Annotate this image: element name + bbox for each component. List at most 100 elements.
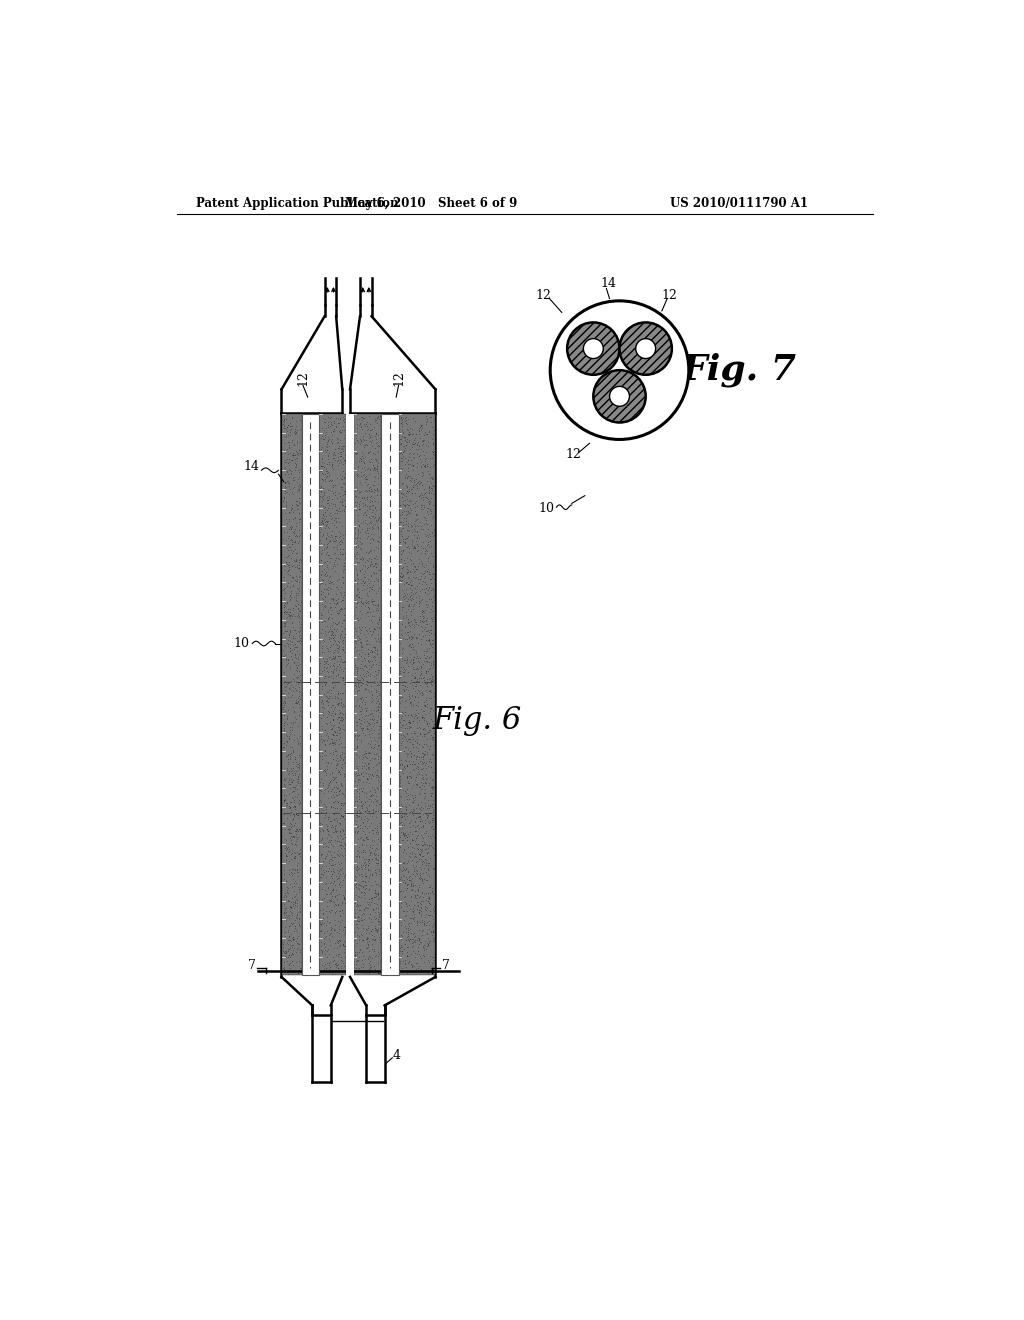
- Point: [369, 449, 385, 470]
- Point: [395, 515, 412, 536]
- Point: [368, 767, 384, 788]
- Point: [288, 524, 304, 545]
- Point: [411, 471, 427, 492]
- Point: [335, 828, 351, 849]
- Point: [358, 656, 375, 677]
- Point: [366, 886, 382, 907]
- Point: [286, 944, 302, 965]
- Point: [393, 570, 410, 591]
- Point: [325, 731, 341, 752]
- Point: [293, 591, 309, 612]
- Point: [334, 639, 350, 660]
- Point: [394, 413, 411, 434]
- Point: [329, 614, 345, 635]
- Point: [287, 525, 303, 546]
- Point: [422, 900, 438, 921]
- Point: [407, 511, 423, 532]
- Point: [288, 622, 304, 643]
- Point: [408, 686, 424, 708]
- Point: [324, 648, 340, 669]
- Point: [399, 454, 416, 475]
- Point: [330, 960, 346, 981]
- Point: [365, 865, 381, 886]
- Point: [319, 861, 336, 882]
- Point: [316, 665, 333, 686]
- Point: [330, 894, 346, 915]
- Point: [408, 737, 424, 758]
- Point: [364, 540, 380, 561]
- Point: [369, 455, 385, 477]
- Point: [401, 928, 418, 949]
- Point: [409, 673, 425, 694]
- Point: [358, 496, 375, 517]
- Point: [326, 919, 342, 940]
- Point: [422, 767, 438, 788]
- Point: [402, 605, 419, 626]
- Point: [410, 915, 426, 936]
- Point: [358, 582, 375, 603]
- Point: [325, 573, 341, 594]
- Point: [278, 834, 294, 855]
- Point: [322, 923, 338, 944]
- Point: [364, 578, 380, 599]
- Point: [417, 524, 433, 545]
- Point: [330, 682, 346, 704]
- Point: [336, 747, 352, 768]
- Point: [333, 756, 349, 777]
- Point: [362, 887, 379, 908]
- Point: [391, 927, 408, 948]
- Point: [282, 589, 298, 610]
- Point: [401, 833, 418, 854]
- Point: [413, 457, 429, 478]
- Point: [351, 929, 368, 950]
- Point: [326, 708, 342, 729]
- Point: [424, 508, 440, 529]
- Point: [318, 513, 335, 535]
- Point: [366, 570, 382, 591]
- Point: [361, 709, 378, 730]
- Point: [417, 895, 433, 916]
- Point: [352, 628, 369, 649]
- Point: [326, 821, 342, 842]
- Point: [392, 692, 409, 713]
- Point: [323, 587, 339, 609]
- Point: [278, 946, 294, 968]
- Point: [329, 638, 345, 659]
- Point: [368, 424, 384, 445]
- Point: [332, 636, 348, 657]
- Point: [288, 952, 304, 973]
- Point: [425, 912, 441, 933]
- Point: [357, 866, 374, 887]
- Point: [319, 544, 336, 565]
- Point: [420, 715, 436, 737]
- Point: [283, 960, 299, 981]
- Point: [365, 900, 381, 921]
- Point: [416, 717, 432, 738]
- Point: [354, 686, 371, 708]
- Point: [347, 696, 364, 717]
- Point: [321, 429, 337, 450]
- Point: [331, 760, 347, 781]
- Point: [425, 808, 441, 829]
- Point: [419, 558, 435, 579]
- Point: [360, 733, 377, 754]
- Point: [282, 602, 298, 623]
- Point: [406, 524, 422, 545]
- Point: [407, 744, 423, 766]
- Point: [329, 825, 345, 846]
- Point: [313, 729, 330, 750]
- Point: [336, 956, 352, 977]
- Point: [350, 496, 367, 517]
- Point: [330, 548, 346, 569]
- Point: [399, 853, 416, 874]
- Point: [275, 721, 292, 742]
- Point: [368, 840, 384, 861]
- Point: [416, 445, 432, 466]
- Point: [288, 804, 304, 825]
- Point: [335, 556, 351, 577]
- Point: [336, 887, 352, 908]
- Point: [368, 743, 384, 764]
- Point: [372, 875, 388, 896]
- Point: [411, 549, 427, 570]
- Point: [352, 560, 369, 581]
